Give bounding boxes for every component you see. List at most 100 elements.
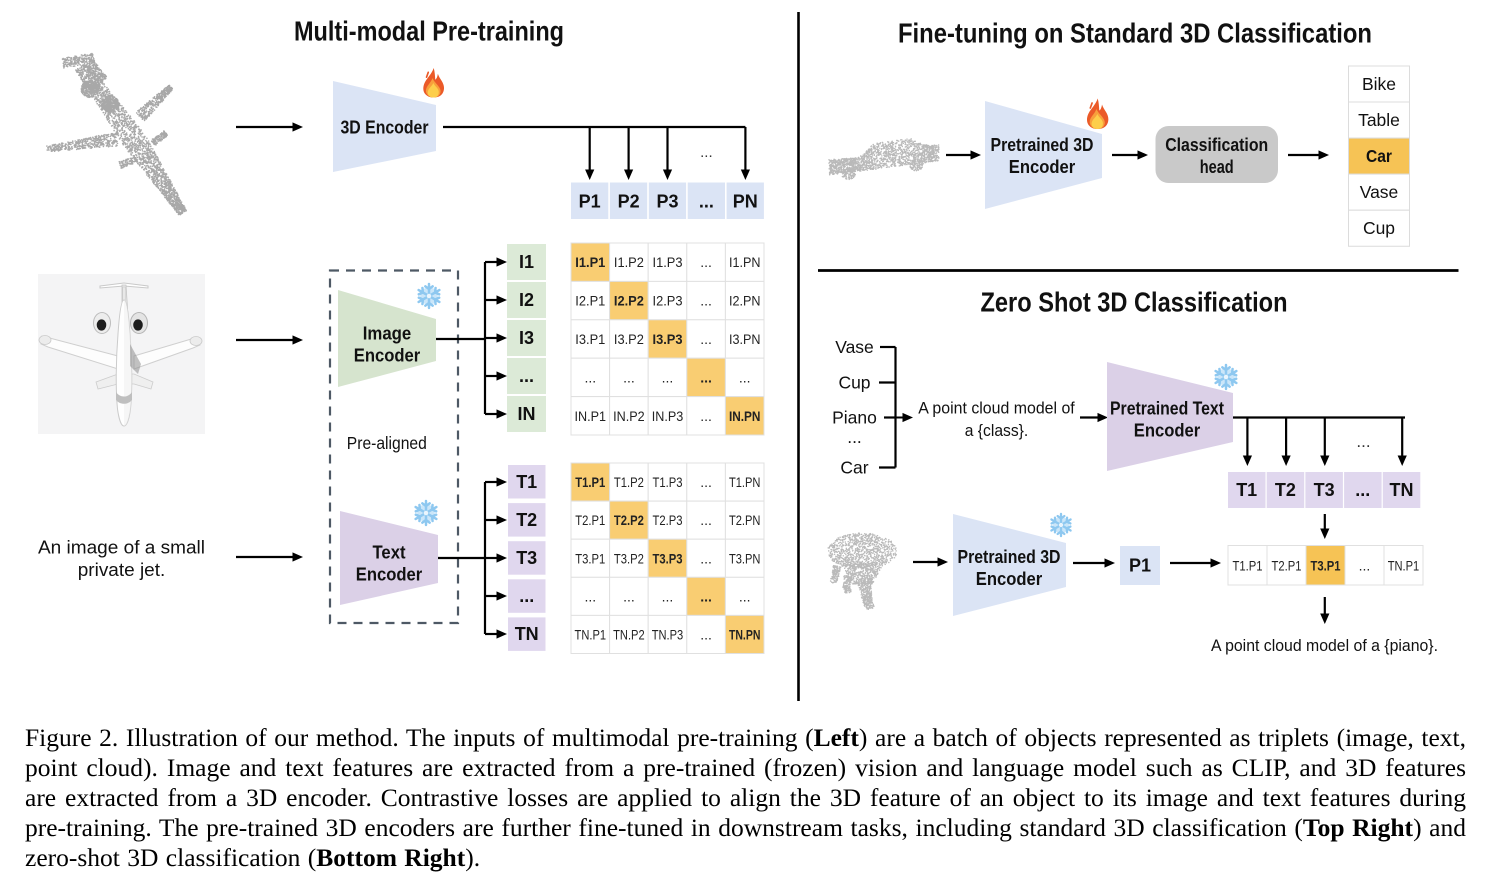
svg-text:...: ...: [700, 626, 712, 642]
svg-text:T1.P1: T1.P1: [1233, 558, 1263, 574]
svg-text:...: ...: [847, 427, 862, 447]
svg-text:T3.P2: T3.P2: [614, 550, 644, 566]
svg-text:private jet.: private jet.: [78, 559, 166, 580]
svg-text:I1.P3: I1.P3: [653, 254, 683, 270]
svg-text:...: ...: [584, 369, 596, 385]
svg-text:...: ...: [623, 588, 635, 604]
svg-text:Encoder: Encoder: [976, 569, 1043, 589]
svg-text:...: ...: [519, 586, 534, 606]
svg-text:T1: T1: [1236, 480, 1257, 500]
svg-text:...: ...: [700, 369, 712, 385]
svg-text:Zero Shot 3D Classification: Zero Shot 3D Classification: [981, 287, 1288, 318]
svg-text:I1: I1: [519, 252, 534, 272]
svg-text:T3: T3: [516, 548, 537, 568]
svg-text:T3.P1: T3.P1: [1311, 558, 1341, 574]
svg-text:...: ...: [623, 369, 635, 385]
svg-text:...: ...: [700, 512, 712, 528]
svg-text:...: ...: [700, 293, 712, 309]
svg-text:...: ...: [519, 366, 534, 386]
svg-text:Bike: Bike: [1362, 74, 1396, 94]
svg-text:P1: P1: [579, 192, 601, 212]
svg-text:T1.P3: T1.P3: [653, 474, 683, 490]
svg-text:...: ...: [1356, 432, 1370, 451]
svg-text:T3: T3: [1314, 480, 1335, 500]
svg-text:P3: P3: [656, 192, 678, 212]
svg-text:T2.PN: T2.PN: [729, 512, 761, 528]
svg-text:Classification: Classification: [1165, 135, 1268, 155]
svg-text:PN: PN: [733, 192, 758, 212]
svg-text:A point cloud model of: A point cloud model of: [918, 399, 1075, 418]
svg-text:Text: Text: [373, 543, 406, 563]
svg-text:I1.P2: I1.P2: [614, 254, 644, 270]
svg-text:Fine-tuning on Standard 3D Cla: Fine-tuning on Standard 3D Classificatio…: [898, 18, 1372, 49]
svg-text:...: ...: [700, 408, 712, 424]
svg-text:...: ...: [700, 144, 713, 161]
svg-text:Car: Car: [1366, 146, 1392, 166]
svg-text:...: ...: [662, 588, 674, 604]
svg-text:T2: T2: [516, 510, 537, 530]
svg-text:A point cloud model of a {pian: A point cloud model of a {piano}.: [1211, 636, 1438, 655]
svg-text:...: ...: [1359, 558, 1371, 574]
svg-text:Encoder: Encoder: [1009, 157, 1076, 177]
svg-text:...: ...: [662, 369, 674, 385]
svg-text:TN: TN: [515, 624, 539, 644]
svg-text:IN.PN: IN.PN: [729, 408, 761, 424]
svg-text:T3.P3: T3.P3: [653, 550, 683, 566]
svg-text:T2.P1: T2.P1: [1272, 558, 1302, 574]
svg-text:Vase: Vase: [1360, 182, 1399, 202]
svg-text:IN: IN: [518, 404, 536, 424]
svg-text:T1.PN: T1.PN: [729, 474, 761, 490]
svg-text:...: ...: [700, 474, 712, 490]
svg-text:P2: P2: [618, 192, 640, 212]
svg-text:P1: P1: [1129, 556, 1151, 576]
svg-text:...: ...: [699, 192, 714, 212]
svg-text:...: ...: [700, 550, 712, 566]
svg-text:T2: T2: [1275, 480, 1296, 500]
svg-text:Pretrained Text: Pretrained Text: [1110, 399, 1224, 419]
svg-text:I2.PN: I2.PN: [729, 293, 761, 309]
svg-text:Encoder: Encoder: [354, 346, 421, 366]
svg-text:head: head: [1200, 157, 1234, 177]
svg-text:IN.P1: IN.P1: [575, 408, 607, 424]
svg-text:I3: I3: [519, 328, 534, 348]
svg-text:I3.PN: I3.PN: [729, 331, 761, 347]
svg-text:I3.P1: I3.P1: [575, 331, 605, 347]
svg-text:TN: TN: [1390, 480, 1414, 500]
svg-text:Pretrained 3D: Pretrained 3D: [991, 135, 1094, 155]
svg-text:An image of a small: An image of a small: [38, 537, 205, 558]
svg-text:IN.P3: IN.P3: [652, 408, 684, 424]
svg-text:I2: I2: [519, 290, 534, 310]
svg-text:I1.P1: I1.P1: [575, 254, 605, 270]
svg-text:I3.P3: I3.P3: [653, 331, 683, 347]
svg-text:I2.P1: I2.P1: [575, 293, 605, 309]
svg-text:T3.PN: T3.PN: [729, 550, 761, 566]
svg-text:3D Encoder: 3D Encoder: [341, 118, 429, 138]
svg-text:T1.P1: T1.P1: [575, 474, 605, 490]
svg-text:T2.P1: T2.P1: [575, 512, 605, 528]
svg-text:T1.P2: T1.P2: [614, 474, 644, 490]
svg-text:TN.P3: TN.P3: [652, 626, 684, 642]
svg-text:TN.P1: TN.P1: [575, 626, 607, 642]
svg-text:Encoder: Encoder: [356, 565, 423, 585]
svg-text:...: ...: [739, 588, 751, 604]
svg-text:...: ...: [700, 254, 712, 270]
svg-text:I1.PN: I1.PN: [729, 254, 761, 270]
svg-text:Cup: Cup: [1363, 218, 1395, 238]
svg-text:TN.P2: TN.P2: [613, 626, 645, 642]
svg-text:...: ...: [700, 331, 712, 347]
svg-text:T3.P1: T3.P1: [575, 550, 605, 566]
svg-text:a {class}.: a {class}.: [965, 421, 1029, 440]
svg-text:I2.P2: I2.P2: [614, 293, 644, 309]
svg-text:...: ...: [1355, 480, 1370, 500]
svg-text:Pretrained 3D: Pretrained 3D: [958, 547, 1061, 567]
svg-text:I3.P2: I3.P2: [614, 331, 644, 347]
svg-text:T2.P2: T2.P2: [614, 512, 644, 528]
svg-text:Pre-aligned: Pre-aligned: [347, 433, 427, 453]
svg-text:Image: Image: [363, 324, 412, 344]
svg-text:TN.P1: TN.P1: [1388, 558, 1420, 574]
svg-text:T2.P3: T2.P3: [653, 512, 683, 528]
svg-text:Car: Car: [840, 458, 868, 478]
svg-text:Encoder: Encoder: [1134, 421, 1201, 441]
svg-text:Vase: Vase: [835, 337, 874, 357]
svg-text:...: ...: [584, 588, 596, 604]
